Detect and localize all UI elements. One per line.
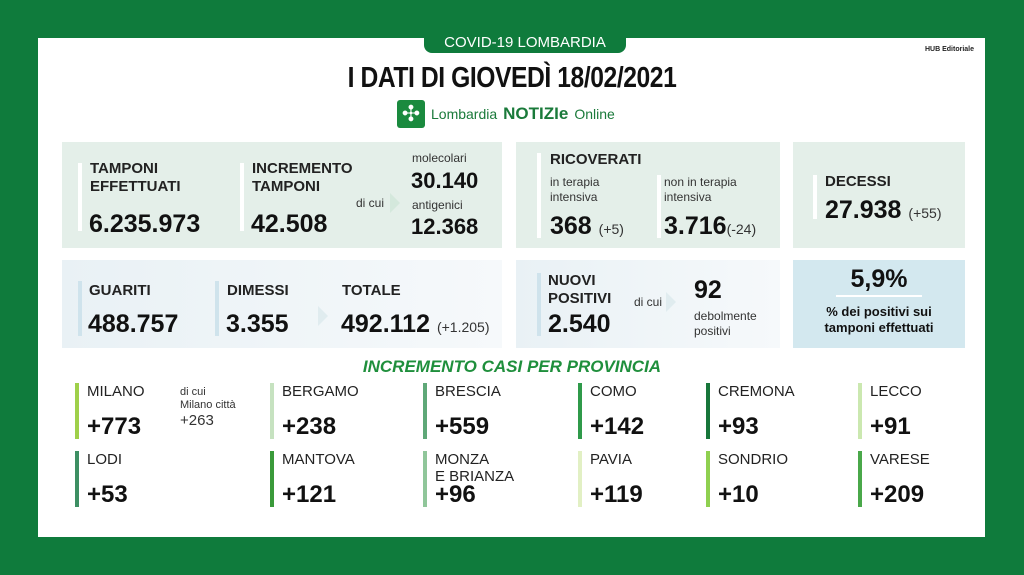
section-title: INCREMENTO CASI PER PROVINCIA [362, 357, 662, 376]
tamponi-panel [62, 142, 502, 248]
province-value: +238 [282, 413, 337, 440]
province-bar [706, 451, 710, 507]
province-sondrio: SONDRIO +10 [706, 451, 836, 508]
province-name: PAVIA [590, 451, 632, 468]
logo: ✣ Lombardia NOTIZIe Online [397, 100, 615, 128]
decessi-value: 27.938 (+55) [825, 196, 942, 224]
province-value: +119 [590, 481, 643, 508]
debolmente-value: 92 [694, 276, 722, 304]
tamponi-value: 6.235.973 [89, 210, 201, 238]
positivi-value: 2.540 [548, 310, 611, 338]
milano-city: di cui Milano città +263 [180, 386, 236, 429]
positivi-panel [516, 260, 780, 348]
province-bar [578, 451, 582, 507]
province-name: COMO [590, 383, 637, 400]
incremento-value: 42.508 [251, 210, 328, 238]
province-pavia: PAVIA +119 [578, 451, 708, 508]
province-value: +93 [718, 413, 759, 440]
logo-main: NOTIZIe [503, 104, 569, 123]
province-name: MONZA E BRIANZA [435, 451, 515, 485]
decessi-panel [793, 142, 965, 248]
header-tag: COVID-19 LOMBARDIA [424, 33, 626, 53]
province-value: +209 [870, 481, 925, 508]
totale-value: 492.112 (+1.205) [341, 310, 490, 338]
logo-post: Online [574, 106, 615, 122]
province-value: +96 [435, 481, 476, 508]
province-bar [270, 383, 274, 439]
province-name: LECCO [870, 383, 922, 400]
province-lecco: LECCO +91 [858, 383, 988, 440]
guariti-value: 488.757 [88, 310, 179, 338]
antigenici-value: 12.368 [411, 214, 479, 239]
ricoverati-panel [516, 142, 780, 248]
province-bar [423, 451, 427, 507]
province-bar [75, 383, 79, 439]
province-value: +53 [87, 481, 128, 508]
province-bar [270, 451, 274, 507]
province-name: LODI [87, 451, 123, 468]
percent-panel [793, 260, 965, 348]
lombardia-rose-icon: ✣ [397, 100, 425, 128]
guariti-panel [62, 260, 502, 348]
dimessi-value: 3.355 [226, 310, 289, 338]
province-bar [423, 383, 427, 439]
province-bar [75, 451, 79, 507]
nti-value: 3.716(-24) [664, 212, 757, 240]
province-name: MILANO [87, 383, 145, 400]
province-brescia: BRESCIA +559 [423, 383, 553, 440]
province-monza: MONZA E BRIANZA +96 [423, 451, 553, 508]
province-como: COMO +142 [578, 383, 708, 440]
province-value: +773 [87, 413, 142, 440]
province-name: BERGAMO [282, 383, 359, 400]
hub-label: HUB Editoriale [924, 46, 974, 53]
logo-pre: Lombardia [431, 106, 498, 122]
page-title: I DATI DI GIOVEDÌ 18/02/2021 [347, 62, 677, 94]
molecolari-value: 30.140 [411, 168, 479, 193]
province-value: +121 [282, 481, 337, 508]
province-value: +142 [590, 413, 645, 440]
province-bar [858, 451, 862, 507]
percent-value: 5,9% [850, 265, 908, 293]
province-bar [706, 383, 710, 439]
ti-value: 368 (+5) [550, 212, 624, 240]
province-name: CREMONA [718, 383, 795, 400]
province-value: +91 [870, 413, 911, 440]
province-cremona: CREMONA +93 [706, 383, 836, 440]
province-name: SONDRIO [718, 451, 789, 468]
province-name: BRESCIA [435, 383, 501, 400]
province-varese: VARESE +209 [858, 451, 988, 508]
province-name: MANTOVA [282, 451, 355, 468]
province-bergamo: BERGAMO +238 [270, 383, 400, 440]
province-name: VARESE [870, 451, 930, 468]
province-lodi: LODI +53 [75, 451, 205, 508]
province-milano: MILANO +773 [75, 383, 205, 440]
province-mantova: MANTOVA +121 [270, 451, 400, 508]
province-value: +10 [718, 481, 759, 508]
province-bar [578, 383, 582, 439]
province-value: +559 [435, 413, 490, 440]
province-bar [858, 383, 862, 439]
